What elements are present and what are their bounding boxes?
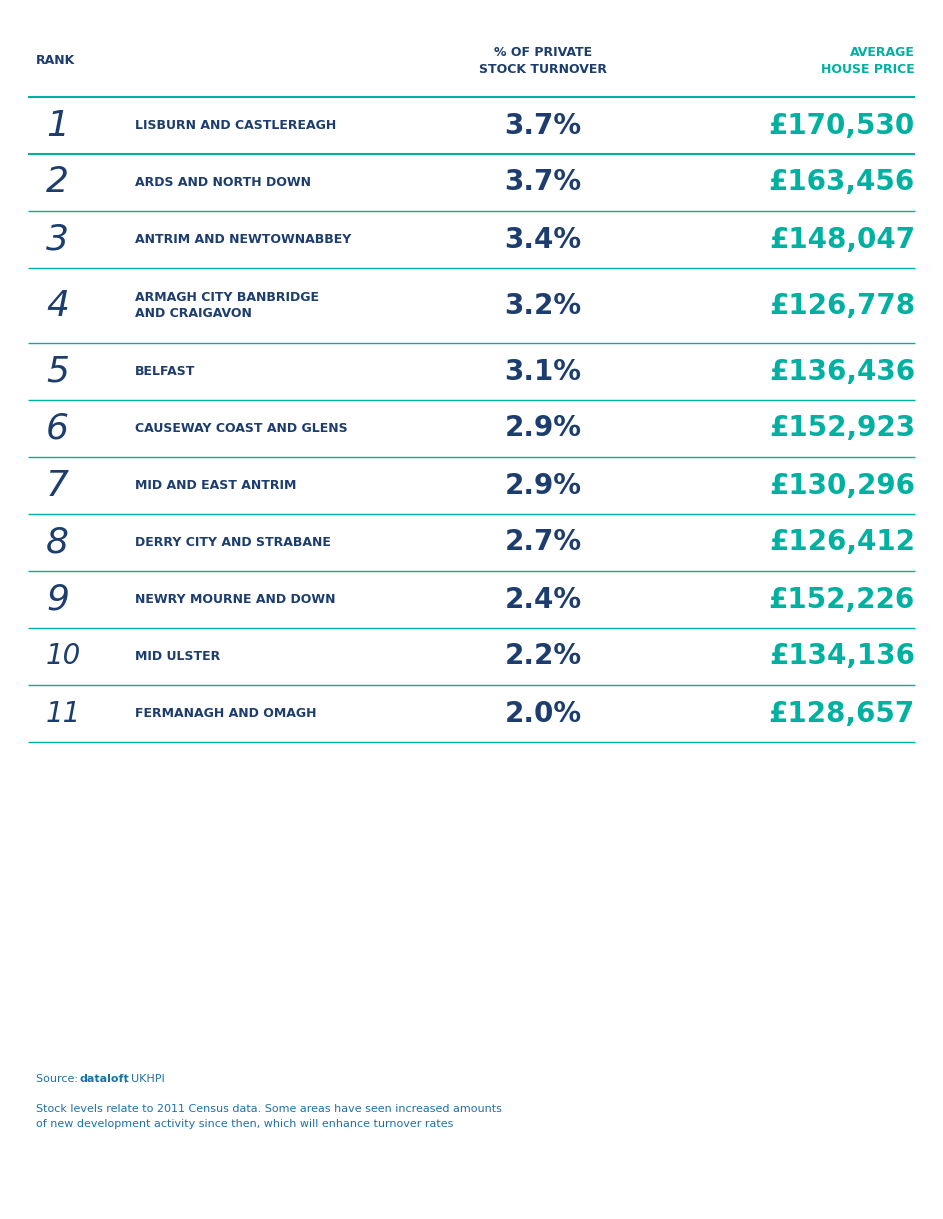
Text: £148,047: £148,047 bbox=[769, 226, 915, 254]
Text: £126,412: £126,412 bbox=[769, 529, 915, 557]
Text: 2.0%: 2.0% bbox=[505, 700, 582, 728]
Text: 4: 4 bbox=[46, 289, 69, 323]
Text: 10: 10 bbox=[46, 642, 81, 670]
Text: CAUSEWAY COAST AND GLENS: CAUSEWAY COAST AND GLENS bbox=[135, 422, 348, 435]
Text: £126,778: £126,778 bbox=[769, 291, 915, 319]
Text: Source:: Source: bbox=[36, 1074, 81, 1084]
Text: ARDS AND NORTH DOWN: ARDS AND NORTH DOWN bbox=[135, 176, 311, 189]
Text: £134,136: £134,136 bbox=[769, 642, 915, 670]
Text: 7: 7 bbox=[46, 468, 69, 502]
Text: FERMANAGH AND OMAGH: FERMANAGH AND OMAGH bbox=[135, 707, 317, 720]
Text: £152,923: £152,923 bbox=[769, 414, 915, 442]
Text: 1: 1 bbox=[46, 108, 69, 143]
Text: 6: 6 bbox=[46, 412, 69, 445]
Text: % OF PRIVATE
STOCK TURNOVER: % OF PRIVATE STOCK TURNOVER bbox=[479, 46, 607, 76]
Text: 8: 8 bbox=[46, 525, 69, 560]
Text: BELFAST: BELFAST bbox=[135, 364, 195, 378]
Text: £136,436: £136,436 bbox=[769, 357, 915, 385]
Text: £170,530: £170,530 bbox=[769, 111, 915, 139]
Text: RANK: RANK bbox=[36, 55, 75, 67]
Text: NEWRY MOURNE AND DOWN: NEWRY MOURNE AND DOWN bbox=[135, 592, 336, 606]
Text: 2: 2 bbox=[46, 166, 69, 200]
Text: Stock levels relate to 2011 Census data. Some areas have seen increased amounts
: Stock levels relate to 2011 Census data.… bbox=[36, 1104, 502, 1129]
Text: ARMAGH CITY BANBRIDGE
AND CRAIGAVON: ARMAGH CITY BANBRIDGE AND CRAIGAVON bbox=[135, 291, 319, 321]
Text: dataloft: dataloft bbox=[80, 1074, 130, 1084]
Text: 2.9%: 2.9% bbox=[505, 414, 582, 442]
Text: AVERAGE
HOUSE PRICE: AVERAGE HOUSE PRICE bbox=[821, 46, 915, 76]
Text: MID ULSTER: MID ULSTER bbox=[135, 650, 221, 663]
Text: 3.1%: 3.1% bbox=[505, 357, 582, 385]
Text: MID AND EAST ANTRIM: MID AND EAST ANTRIM bbox=[135, 479, 296, 492]
Text: £152,226: £152,226 bbox=[769, 585, 915, 613]
Text: 3: 3 bbox=[46, 223, 69, 256]
Text: , UKHPI: , UKHPI bbox=[124, 1074, 165, 1084]
Text: £128,657: £128,657 bbox=[769, 700, 915, 728]
Text: 3.2%: 3.2% bbox=[505, 291, 582, 319]
Text: 2.7%: 2.7% bbox=[505, 529, 582, 557]
Text: ANTRIM AND NEWTOWNABBEY: ANTRIM AND NEWTOWNABBEY bbox=[135, 233, 351, 246]
Text: 3.4%: 3.4% bbox=[505, 226, 582, 254]
Text: 3.7%: 3.7% bbox=[505, 111, 582, 139]
Text: 2.4%: 2.4% bbox=[505, 585, 582, 613]
Text: £163,456: £163,456 bbox=[769, 168, 915, 196]
Text: LISBURN AND CASTLEREAGH: LISBURN AND CASTLEREAGH bbox=[135, 119, 337, 132]
Text: £130,296: £130,296 bbox=[769, 472, 915, 500]
Text: 2.2%: 2.2% bbox=[505, 642, 582, 670]
Text: 3.7%: 3.7% bbox=[505, 168, 582, 196]
Text: 2.9%: 2.9% bbox=[505, 472, 582, 500]
Text: 11: 11 bbox=[46, 700, 81, 728]
Text: DERRY CITY AND STRABANE: DERRY CITY AND STRABANE bbox=[135, 536, 331, 549]
Text: 5: 5 bbox=[46, 355, 69, 389]
Text: 9: 9 bbox=[46, 583, 69, 617]
